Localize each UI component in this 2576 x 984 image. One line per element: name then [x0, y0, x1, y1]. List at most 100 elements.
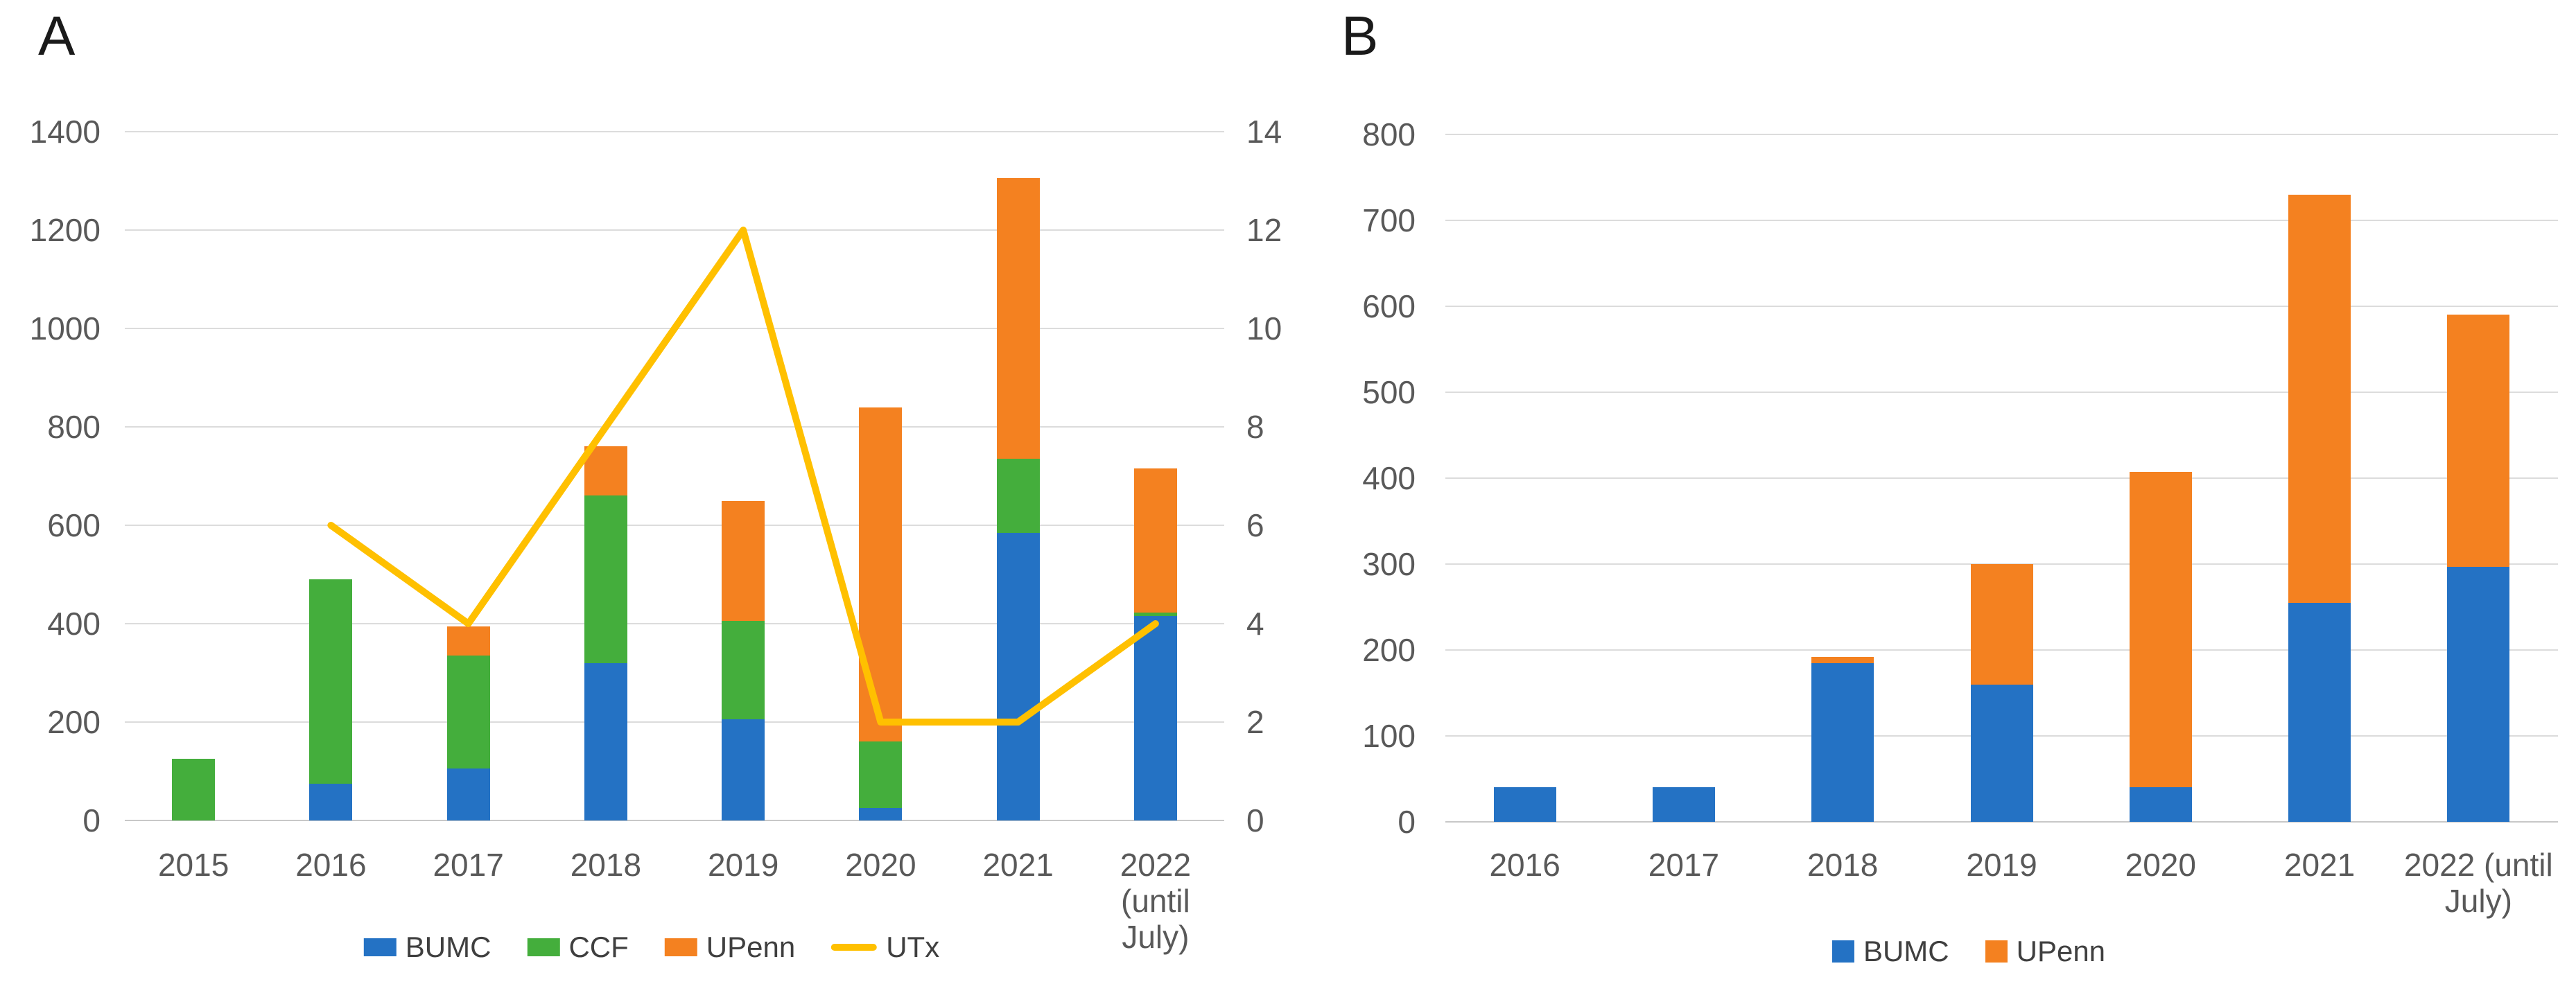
bar-segment-bumc-2022	[1133, 616, 1177, 820]
y-axis-tick-left: 200	[47, 704, 101, 740]
legend-a: BUMC CCF UPenn UTx	[363, 931, 939, 963]
bar-segment-bumc-2017	[1652, 787, 1715, 822]
y-axis-tick-right: 8	[1246, 409, 1264, 445]
x-axis-tick-line: 2019	[707, 847, 779, 883]
legend-item-upenn: UPenn	[1985, 935, 2105, 967]
y-axis-tick-right: 12	[1246, 212, 1282, 248]
x-axis-tick: 2019	[1856, 847, 2148, 883]
y-axis-tick-left: 600	[1362, 288, 1416, 324]
bar-segment-bumc-2018	[1811, 662, 1874, 822]
x-axis-tick-line: 2017	[433, 847, 504, 883]
y-axis-tick-left: 200	[1362, 632, 1416, 668]
y-axis-tick-left: 400	[47, 606, 101, 642]
legend-item-ccf: CCF	[527, 931, 629, 963]
bar-segment-bumc-2019	[1970, 684, 2033, 822]
bar-segment-upenn-2017	[446, 626, 490, 656]
x-axis-tick-line: 2020	[2125, 847, 2196, 883]
x-axis-tick: 2017	[323, 847, 614, 883]
gridline	[1445, 392, 2558, 393]
gridline	[1445, 477, 2558, 479]
y-axis-tick-right: 14	[1246, 114, 1282, 150]
x-axis-tick: 2017	[1538, 847, 1829, 883]
bar-segment-bumc-2020	[2129, 787, 2192, 822]
x-axis-tick: 2018	[460, 847, 751, 883]
x-axis-line	[1445, 821, 2558, 823]
gridline	[125, 131, 1224, 132]
x-axis-tick-line: 2015	[157, 847, 229, 883]
x-axis-tick-line: 2022	[1120, 847, 1192, 883]
x-axis-line	[125, 820, 1224, 821]
y-axis-tick-left: 0	[1398, 804, 1416, 840]
x-axis-tick: 2022 (until July)	[2333, 847, 2576, 919]
gridline	[125, 328, 1224, 329]
legend-item-bumc: BUMC	[1831, 935, 1949, 967]
bar-segment-bumc-2016	[1493, 787, 1556, 822]
legend-swatch	[363, 938, 397, 956]
legend-label: BUMC	[1863, 935, 1949, 967]
gridline	[125, 525, 1224, 526]
legend-swatch	[664, 938, 697, 956]
legend-b: BUMC UPenn	[1831, 935, 2105, 967]
y-axis-tick-left: 1000	[29, 310, 101, 346]
y-axis-tick-left: 700	[1362, 202, 1416, 238]
x-axis-tick-line: 2020	[845, 847, 916, 883]
gridline	[1445, 220, 2558, 221]
x-axis-tick: 2022 (until July)	[1010, 847, 1301, 955]
bar-segment-bumc-2022	[2447, 566, 2510, 822]
y-axis-tick-left: 600	[47, 507, 101, 543]
bar-segment-ccf-2020	[859, 741, 903, 809]
x-axis-tick: 2019	[598, 847, 889, 883]
bar-segment-upenn-2022	[1133, 468, 1177, 613]
y-axis-tick-right: 4	[1246, 606, 1264, 642]
x-axis-tick-line: 2021	[2283, 847, 2356, 883]
bar-segment-bumc-2021	[2288, 602, 2351, 822]
bar-segment-upenn-2020	[2129, 472, 2192, 788]
gridline	[1445, 134, 2558, 135]
bar-segment-ccf-2017	[446, 656, 490, 769]
bar-segment-bumc-2021	[996, 532, 1040, 820]
legend-label: UPenn	[2016, 935, 2106, 967]
x-axis-tick-line: 2017	[1648, 847, 1720, 883]
gridline	[125, 623, 1224, 624]
x-axis-tick-line: (until	[1121, 883, 1190, 919]
gridline	[1445, 306, 2558, 307]
legend-swatch	[1985, 940, 2008, 963]
x-axis-tick: 2021	[873, 847, 1164, 883]
y-axis-tick-right: 0	[1246, 802, 1264, 838]
bar-segment-ccf-2021	[996, 459, 1040, 533]
gridline	[125, 229, 1224, 231]
y-axis-tick-right: 2	[1246, 704, 1264, 740]
legend-line-marker	[831, 944, 878, 951]
x-axis-tick-line: 2016	[1489, 847, 1560, 883]
x-axis-tick: 2015	[48, 847, 339, 883]
legend-label: BUMC	[405, 931, 491, 963]
bar-segment-upenn-2019	[1970, 564, 2033, 685]
bar-segment-bumc-2018	[584, 662, 627, 820]
bar-segment-upenn-2019	[722, 500, 765, 622]
bar-segment-ccf-2019	[722, 621, 765, 720]
x-axis-tick-line: 2019	[1966, 847, 2037, 883]
x-axis-tick-line: 2018	[570, 847, 642, 883]
legend-swatch	[1831, 940, 1854, 963]
x-axis-tick-line: 2018	[1807, 847, 1879, 883]
y-axis-tick-left: 800	[1362, 116, 1416, 152]
x-axis-tick-line: July)	[2444, 883, 2512, 919]
x-axis-tick-line: 2022 (until	[2403, 847, 2553, 883]
y-axis-tick-right: 10	[1246, 310, 1282, 346]
x-axis-tick: 2020	[735, 847, 1026, 883]
x-axis-tick-line: 2021	[982, 847, 1054, 883]
legend-label: UTx	[886, 931, 940, 963]
y-axis-tick-left: 1400	[29, 114, 101, 150]
x-axis-tick: 2021	[2174, 847, 2465, 883]
y-axis-tick-left: 300	[1362, 546, 1416, 582]
y-axis-tick-right: 6	[1246, 507, 1264, 543]
bar-segment-bumc-2017	[446, 768, 490, 820]
x-axis-tick: 2016	[1380, 847, 1671, 883]
legend-item-utx: UTx	[831, 931, 939, 963]
bar-segment-bumc-2019	[722, 719, 765, 820]
bar-segment-bumc-2020	[859, 808, 903, 820]
legend-item-upenn: UPenn	[664, 931, 795, 963]
x-axis-tick: 2016	[185, 847, 476, 883]
y-axis-tick-left: 0	[82, 802, 101, 838]
